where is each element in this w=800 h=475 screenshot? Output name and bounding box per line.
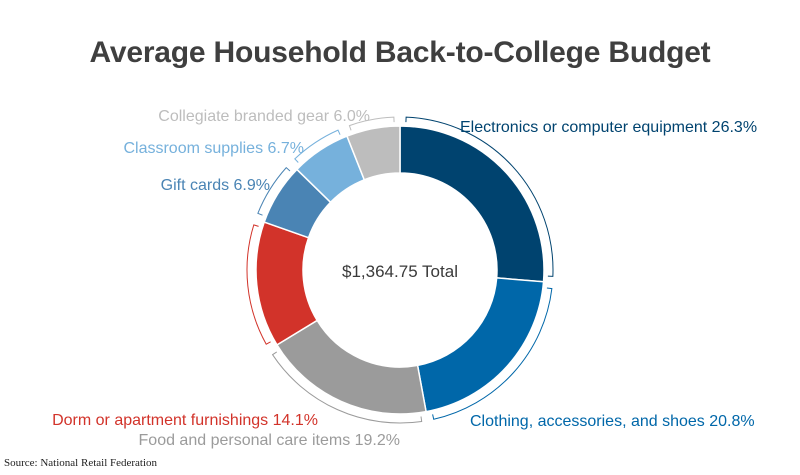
leader-dorm-or-apartment-furnishings: [246, 224, 271, 345]
slice-food-and-personal-care-items: [275, 319, 427, 415]
slice-labels: Electronics or computer equipment 26.3% C…: [52, 108, 757, 449]
slice-collegiate-branded-gear: [346, 125, 401, 181]
label-collegiate-branded-gear: Collegiate branded gear 6.0%: [158, 108, 370, 125]
label-gift-cards: Gift cards 6.9%: [161, 177, 270, 194]
leader-electronics-or-computer-equipment: [405, 116, 554, 277]
slice-clothing-accessories-and-shoes: [416, 277, 545, 413]
slices-layer: [255, 125, 545, 415]
label-clothing-accessories-and-shoes: Clothing, accessories, and shoes 20.8%: [470, 413, 755, 430]
slice-electronics-or-computer-equipment: [399, 125, 545, 283]
slice-dorm-or-apartment-furnishings: [255, 221, 319, 346]
label-food-and-personal-care-items: Food and personal care items 19.2%: [139, 432, 400, 449]
label-classroom-supplies: Classroom supplies 6.7%: [123, 140, 304, 157]
label-dorm-or-apartment-furnishings: Dorm or apartment furnishings 14.1%: [52, 412, 318, 429]
leader-lines: [246, 116, 554, 424]
leader-food-and-personal-care-items: [271, 351, 423, 424]
chart-title: Average Household Back-to-College Budget: [89, 36, 711, 69]
source-note: Source: National Retail Federation: [4, 457, 158, 469]
leader-collegiate-branded-gear: [348, 116, 395, 131]
leader-classroom-supplies: [294, 129, 341, 163]
label-electronics-or-computer-equipment: Electronics or computer equipment 26.3%: [460, 119, 757, 136]
leader-gift-cards: [257, 166, 291, 216]
center-total-label: $1,364.75 Total: [342, 262, 458, 281]
leader-clothing-accessories-and-shoes: [432, 287, 553, 420]
